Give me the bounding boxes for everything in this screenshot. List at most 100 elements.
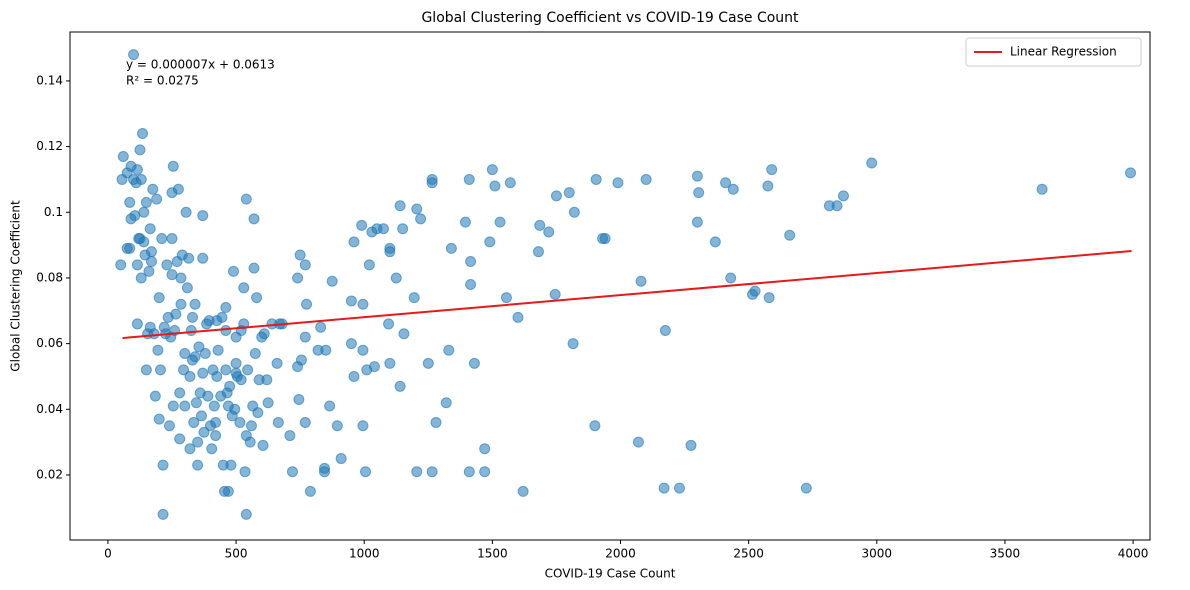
point [210, 430, 222, 442]
point [230, 331, 242, 343]
point [238, 282, 250, 294]
point [411, 466, 423, 478]
point [226, 410, 238, 422]
point [128, 173, 140, 185]
point [257, 439, 269, 451]
y-tick-label: 0.06 [36, 336, 63, 350]
point [220, 302, 232, 314]
point [612, 177, 624, 189]
point [219, 485, 231, 497]
point [184, 443, 196, 455]
y-tick-label: 0.02 [36, 467, 63, 481]
point [192, 436, 204, 448]
point [222, 400, 234, 412]
point [348, 236, 360, 248]
point [140, 196, 152, 208]
point [292, 272, 304, 284]
point [486, 164, 498, 176]
point [157, 508, 169, 520]
point [443, 344, 455, 356]
point [658, 482, 670, 494]
point [301, 298, 313, 310]
point [188, 416, 200, 428]
point [512, 311, 524, 323]
point [204, 420, 216, 432]
point [357, 420, 369, 432]
point [384, 246, 396, 258]
point [411, 203, 423, 215]
x-tick-label: 2000 [605, 547, 636, 561]
point [709, 236, 721, 248]
point [135, 272, 147, 284]
point [632, 436, 644, 448]
annotation: y = 0.000007x + 0.0613 [126, 58, 275, 72]
point [116, 173, 128, 185]
point [459, 216, 471, 228]
point [242, 364, 254, 376]
point [137, 127, 149, 139]
point [272, 416, 284, 428]
point [360, 466, 372, 478]
point [166, 187, 178, 199]
point [500, 292, 512, 304]
point [549, 288, 561, 300]
point [430, 416, 442, 428]
point [640, 173, 652, 185]
point [184, 370, 196, 382]
point [504, 177, 516, 189]
point [426, 466, 438, 478]
point [673, 482, 685, 494]
point [766, 164, 778, 176]
x-tick-label: 4000 [1118, 547, 1149, 561]
point [121, 242, 133, 254]
chart-title: Global Clustering Coefficient vs COVID-1… [421, 10, 799, 26]
point [153, 413, 165, 425]
point [479, 466, 491, 478]
point [151, 193, 163, 205]
point [197, 210, 209, 222]
point [179, 400, 191, 412]
point [162, 311, 174, 323]
point [361, 364, 373, 376]
regression-line [122, 250, 1132, 340]
point [299, 331, 311, 343]
point [157, 459, 169, 471]
point [194, 387, 206, 399]
point [167, 400, 179, 412]
point [800, 482, 812, 494]
point [154, 364, 166, 376]
point [426, 177, 438, 189]
y-tick-label: 0.08 [36, 270, 63, 284]
point [693, 187, 705, 199]
point [823, 200, 835, 212]
point [299, 416, 311, 428]
point [532, 246, 544, 258]
point [181, 282, 193, 294]
point [206, 443, 218, 455]
point [139, 249, 151, 261]
point [408, 292, 420, 304]
point [174, 433, 186, 445]
point [691, 216, 703, 228]
point [249, 347, 261, 359]
point [128, 49, 140, 61]
y-tick-label: 0.12 [36, 139, 63, 153]
point [366, 226, 378, 238]
point [174, 387, 186, 399]
point [140, 364, 152, 376]
x-axis-label: COVID-19 Case Count [545, 567, 676, 581]
point [324, 400, 336, 412]
point [479, 443, 491, 455]
y-tick-label: 0.04 [36, 402, 63, 416]
point [251, 292, 263, 304]
point [185, 324, 197, 336]
point [134, 144, 146, 156]
point [866, 157, 878, 169]
point [659, 324, 671, 336]
point [494, 216, 506, 228]
point [201, 318, 213, 330]
point [166, 269, 178, 281]
point [286, 466, 298, 478]
point [198, 426, 210, 438]
